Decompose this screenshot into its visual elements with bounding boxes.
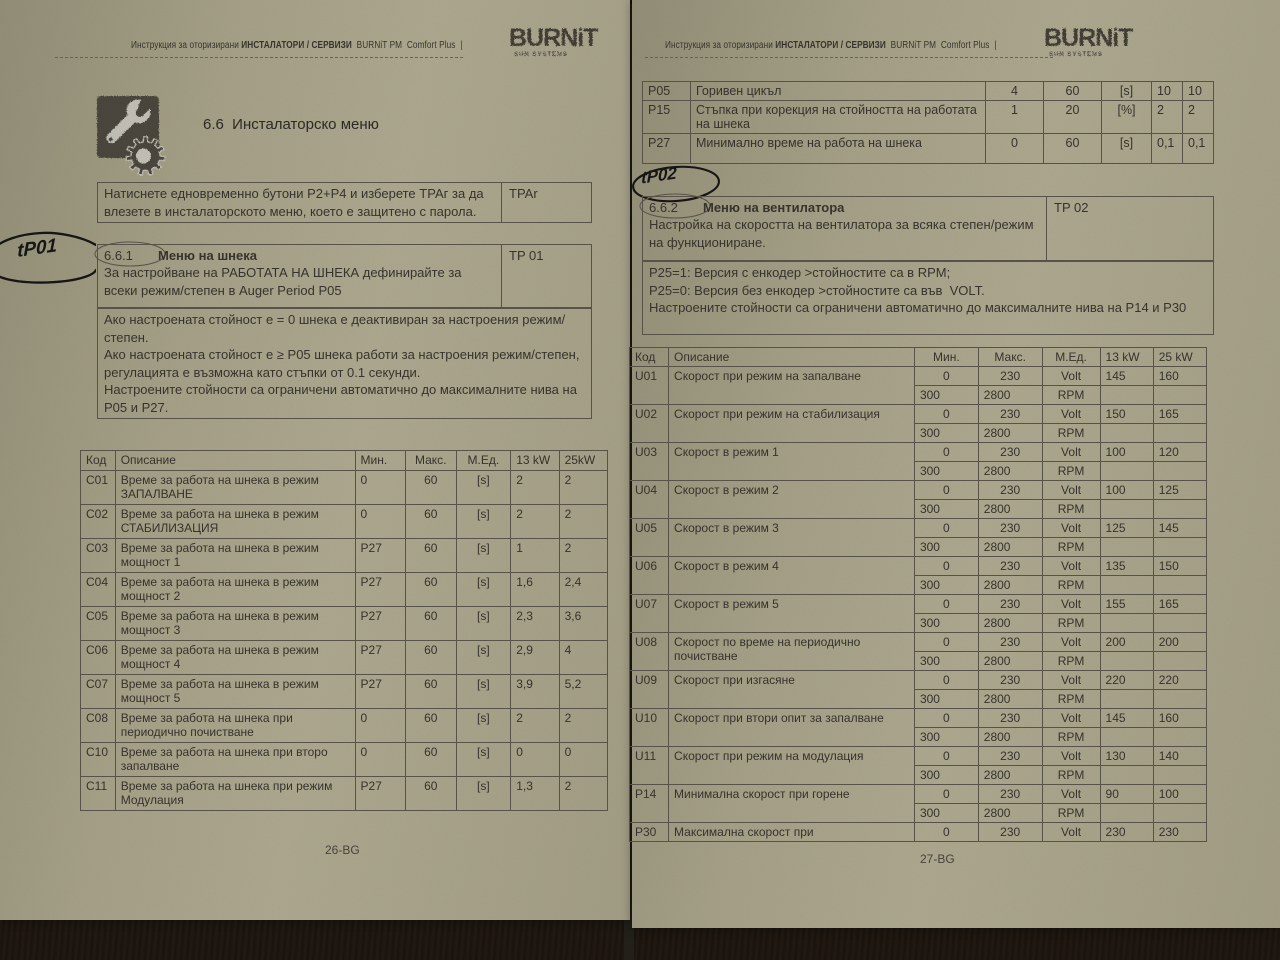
svg-text:BURNiT: BURNiT	[1044, 24, 1133, 52]
svg-text:SUN SYSTEMS: SUN SYSTEMS	[514, 52, 568, 58]
svg-text:SUN SYSTEMS: SUN SYSTEMS	[1049, 52, 1103, 58]
svg-text:BURNiT: BURNiT	[509, 24, 598, 52]
